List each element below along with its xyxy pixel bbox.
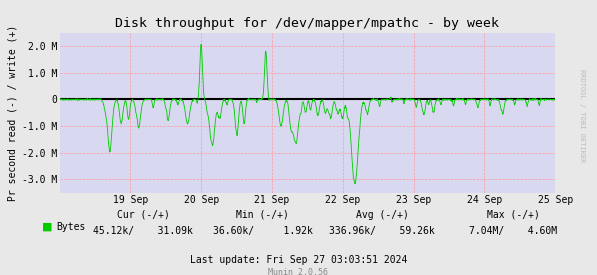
Text: RRDTOOL / TOBI OETIKER: RRDTOOL / TOBI OETIKER [579, 69, 585, 162]
Text: Last update: Fri Sep 27 03:03:51 2024: Last update: Fri Sep 27 03:03:51 2024 [190, 255, 407, 265]
Text: 45.12k/    31.09k: 45.12k/ 31.09k [93, 226, 193, 236]
Text: 336.96k/    59.26k: 336.96k/ 59.26k [329, 226, 435, 236]
Text: Min (-/+): Min (-/+) [236, 210, 289, 219]
Text: Bytes: Bytes [57, 222, 86, 232]
Text: ■: ■ [42, 222, 53, 232]
Text: 7.04M/    4.60M: 7.04M/ 4.60M [469, 226, 558, 236]
Text: 36.60k/     1.92k: 36.60k/ 1.92k [213, 226, 313, 236]
Text: Max (-/+): Max (-/+) [487, 210, 540, 219]
Title: Disk throughput for /dev/mapper/mpathc - by week: Disk throughput for /dev/mapper/mpathc -… [115, 17, 500, 31]
Y-axis label: Pr second read (-) / write (+): Pr second read (-) / write (+) [8, 25, 17, 201]
Text: Munin 2.0.56: Munin 2.0.56 [269, 268, 328, 275]
Text: Cur (-/+): Cur (-/+) [117, 210, 170, 219]
Text: Avg (-/+): Avg (-/+) [356, 210, 408, 219]
